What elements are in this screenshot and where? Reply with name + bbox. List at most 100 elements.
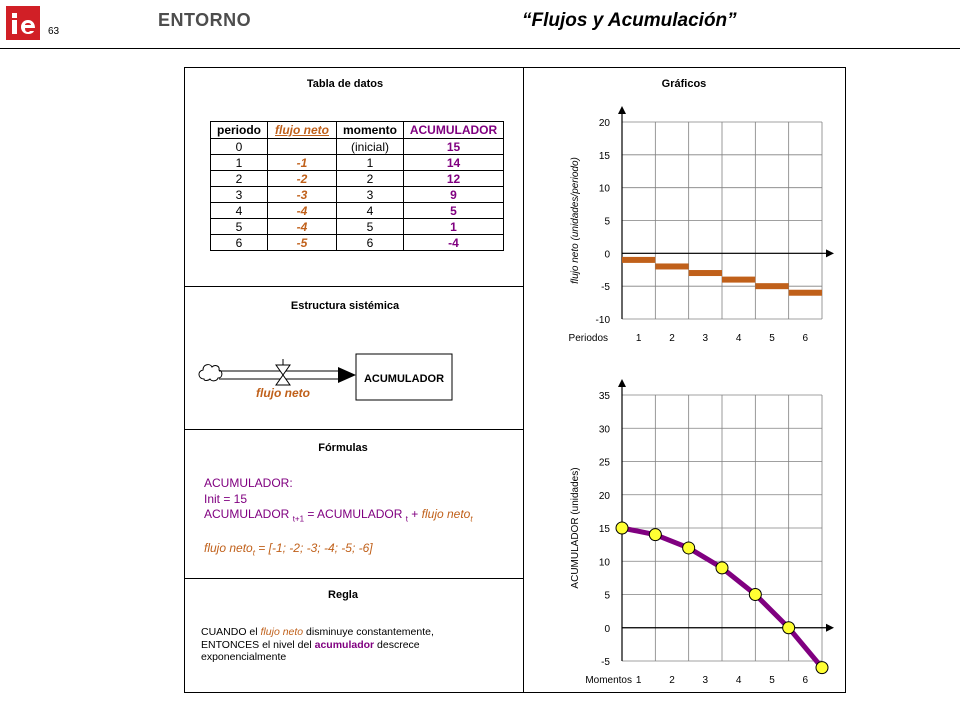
formula-text: + [407,507,422,521]
section-title-formulas: Fórmulas [318,442,368,454]
column-header-momento: momento [336,121,404,139]
cell-momento: 1 [336,154,404,171]
section-title-estructura: Estructura sistémica [290,300,400,312]
stock-point [682,541,696,555]
formula-text: = [-1; -2; -3; -4; -5; -6] [254,540,373,555]
cell-periodo: 0 [210,138,268,155]
flow-bar [622,256,656,263]
x-axis-arrow [826,249,834,258]
cell-acumulador: 1 [403,218,504,235]
flow-bar [755,283,789,290]
valve-icon [275,364,291,386]
column-header-flujo-neto: flujo neto [267,121,337,139]
x-tick-label: 3 [703,675,709,686]
y-tick-label: -5 [601,282,610,293]
formula-line-3: ACUMULADOR t+1 = ACUMULADOR t + flujo ne… [204,507,473,527]
formula-line-2: Init = 15 [204,491,248,506]
x-tick-label: 6 [803,333,809,344]
formula-subscript: t [405,514,408,524]
cell-acumulador: 15 [403,138,504,155]
y-tick-label: 30 [599,424,611,435]
cell-flujo-neto: -3 [267,186,337,203]
x-tick-label: 6 [803,675,809,686]
cell-periodo: 6 [210,234,268,251]
cell-flujo-neto: -1 [267,154,337,171]
section-title-graficos: Gráficos [661,78,707,90]
cell-acumulador: 9 [403,186,504,203]
cell-momento: 3 [336,186,404,203]
y-axis-label: ACUMULADOR (unidades) [570,467,581,588]
y-tick-label: 0 [604,624,610,635]
stock-point [748,588,762,601]
formula-text: ACUMULADOR [204,507,293,521]
stock-flow-diagram: flujo neto ACUMULADOR [198,353,453,401]
x-tick-label: 1 [636,675,642,686]
section-title-tabla: Tabla de datos [306,78,384,90]
flow-bar [688,270,722,277]
y-tick-label: 35 [599,391,611,402]
column-header-acumulador: ACUMULADOR [403,121,504,139]
x-tick-label: 3 [703,333,709,344]
cell-acumulador: 12 [403,170,504,187]
stock-box [355,353,453,401]
cell-momento: 2 [336,170,404,187]
y-tick-label: 10 [599,557,611,568]
flow-bar [655,263,689,270]
cell-momento: 6 [336,234,404,251]
cell-flujo-neto: -2 [267,170,337,187]
formula-subscript: t [252,548,255,558]
cloud-icon [198,364,223,382]
cell-flujo-neto: -4 [267,202,337,219]
data-table: periodo flujo neto momento ACUMULADOR 0 (… [210,121,504,251]
y-axis-label: flujo neto (unidades/periodo) [570,157,581,284]
stock-point [782,621,796,635]
brand-logo [6,6,40,40]
formula-text: = ACUMULADOR [304,507,406,521]
y-axis-arrow [618,379,626,387]
y-tick-label: 5 [604,591,610,602]
cell-acumulador: -4 [403,234,504,251]
formula-flow-term: flujo neto [421,507,471,521]
page-subtitle: “Flujos y Acumulación” [522,10,737,31]
column-header-periodo: periodo [210,121,268,139]
rule-text-part: descrece exponencialmente [201,638,420,664]
header-divider [0,48,960,49]
content-frame [184,67,846,693]
y-axis-arrow [618,106,626,114]
rule-text: CUANDO el flujo neto disminuye constante… [201,626,491,664]
x-tick-label: 2 [669,333,675,344]
table-row: 1 -1 1 14 [210,154,504,171]
slide-number: 63 [48,26,60,37]
cell-flujo-neto: -5 [267,234,337,251]
x-axis-label: Periodos [569,333,608,344]
cell-periodo: 5 [210,218,268,235]
cell-flujo-neto [267,138,337,155]
cell-acumulador: 5 [403,202,504,219]
table-header-row: periodo flujo neto momento ACUMULADOR [210,121,504,139]
rule-stock-term: acumulador [314,638,375,651]
cell-periodo: 2 [210,170,268,187]
y-tick-label: 25 [599,458,611,469]
stock-point [615,521,629,535]
x-axis-label: Momentos [585,675,632,686]
y-tick-label: 5 [604,217,610,228]
cell-periodo: 1 [210,154,268,171]
flow-arrowhead [338,367,356,383]
y-tick-label: -5 [601,657,610,668]
y-tick-label: 15 [599,151,611,162]
table-row: 6 -5 6 -4 [210,234,504,251]
rule-flow-term: flujo neto [260,626,304,638]
table-row: 5 -4 5 1 [210,218,504,235]
stock-point [815,661,829,675]
section-divider [184,578,524,579]
y-tick-label: 20 [599,118,611,129]
x-axis-arrow [826,623,834,632]
formulas-block: ACUMULADOR: Init = 15 ACUMULADOR t+1 = A… [204,476,473,561]
formula-subscript: t [470,514,473,524]
x-tick-label: 2 [669,675,675,686]
cell-momento: (inicial) [336,138,404,155]
y-tick-label: 20 [599,491,611,502]
y-tick-label: 10 [599,184,611,195]
